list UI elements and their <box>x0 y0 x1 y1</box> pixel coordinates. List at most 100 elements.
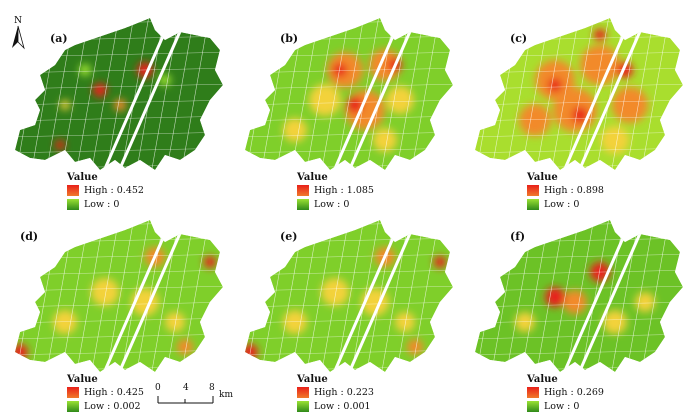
street-line <box>475 115 683 122</box>
legend-low-swatch <box>527 401 539 412</box>
heatmap-f <box>475 220 683 372</box>
legend-low-swatch <box>67 199 79 210</box>
street-line <box>245 18 246 170</box>
scale-tick-0: 0 <box>155 383 161 393</box>
legend-high-label: High : 0.269 <box>544 387 604 398</box>
street-line <box>579 220 611 372</box>
river-gap <box>113 221 187 372</box>
city-footprint <box>15 220 223 372</box>
legend-title: Value <box>297 172 328 183</box>
panel-label-a: (a) <box>50 32 68 45</box>
street-line <box>74 220 106 372</box>
street-line <box>164 18 196 170</box>
hotspot <box>55 140 65 150</box>
map-panel-e: (e) Value High : 0.223 Low : 0.001 <box>235 212 465 417</box>
street-line <box>15 301 223 308</box>
street-line <box>475 19 683 26</box>
hotspot <box>283 118 307 142</box>
street-line <box>624 18 656 170</box>
street-line <box>119 18 151 170</box>
street-line <box>639 18 671 170</box>
street-line <box>164 220 196 372</box>
north-arrow-label: N <box>14 16 22 26</box>
heatmap-c <box>475 18 683 170</box>
street-line <box>245 19 453 26</box>
street-line <box>594 220 626 372</box>
street-line <box>134 220 166 372</box>
hotspot <box>373 128 397 152</box>
street-line <box>409 18 441 170</box>
street-line <box>475 317 683 324</box>
legend-b: Value High : 1.085 Low : 0 <box>297 172 417 212</box>
street-line <box>15 18 16 170</box>
panel-label-f: (f) <box>510 230 526 243</box>
hotspot <box>434 256 446 268</box>
legend-c: Value High : 0.898 Low : 0 <box>527 172 647 212</box>
map-panel-b: (b) Value High : 1.085 Low : 0 <box>235 10 465 215</box>
street-line <box>245 115 453 122</box>
street-line <box>594 18 626 170</box>
hotspot <box>612 87 648 123</box>
panel-label-e: (e) <box>280 230 298 243</box>
street-line <box>475 163 683 170</box>
street-line <box>119 220 151 372</box>
river-gap <box>573 19 647 170</box>
street-line <box>394 220 426 372</box>
street-line <box>15 115 223 122</box>
hotspot <box>91 278 119 306</box>
hotspot <box>519 104 551 136</box>
hotspot <box>114 99 126 111</box>
hotspot <box>548 78 562 92</box>
city-footprint <box>475 18 683 170</box>
street-line <box>15 317 223 324</box>
street-line <box>149 18 181 170</box>
river-gap <box>573 221 647 372</box>
legend-low-swatch <box>67 401 79 412</box>
scale-unit: km <box>219 390 233 400</box>
street-line <box>349 18 381 170</box>
hotspot <box>60 100 70 110</box>
legend-e: Value High : 0.223 Low : 0.001 <box>297 374 417 414</box>
street-line <box>15 221 223 228</box>
hotspot <box>321 278 349 306</box>
map-panel-f: (f) Value High : 0.269 Low : 0 <box>465 212 695 417</box>
street-line <box>15 99 223 106</box>
hotspot <box>601 126 629 154</box>
street-line <box>134 18 166 170</box>
legend-low-swatch <box>297 199 309 210</box>
legend-d: Value High : 0.425 Low : 0.002 <box>67 374 187 414</box>
street-line <box>304 18 336 170</box>
legend-high-label: High : 0.452 <box>84 185 144 196</box>
river-gap <box>113 19 187 170</box>
scale-bar-line <box>157 396 214 404</box>
legend-low-label: Low : 0.001 <box>314 401 371 412</box>
street-line <box>15 220 16 372</box>
scale-bar: 0 4 8 km <box>155 383 245 411</box>
legend-high-label: High : 0.898 <box>544 185 604 196</box>
street-line <box>609 220 641 372</box>
street-line <box>349 220 381 372</box>
street-line <box>319 18 351 170</box>
legend-title: Value <box>67 374 98 385</box>
street-line <box>304 220 336 372</box>
heatmap-d <box>15 220 223 372</box>
hotspot <box>545 287 565 307</box>
panel-label-d: (d) <box>20 230 39 243</box>
city-footprint <box>475 220 683 372</box>
hotspot <box>563 290 587 314</box>
legend-high-swatch <box>297 387 309 398</box>
river-gap <box>558 221 632 372</box>
street-line <box>534 18 566 170</box>
street-line <box>475 99 683 106</box>
hotspot <box>93 83 107 97</box>
legend-title: Value <box>67 172 98 183</box>
legend-high-label: High : 0.425 <box>84 387 144 398</box>
legend-f: Value High : 0.269 Low : 0 <box>527 374 647 414</box>
legend-low-label: Low : 0 <box>544 199 580 210</box>
street-line <box>475 221 683 228</box>
street-line <box>379 220 411 372</box>
legend-a: Value High : 0.452 Low : 0 <box>67 172 187 212</box>
river-gap <box>328 19 402 170</box>
street-line <box>179 220 211 372</box>
legend-low-label: Low : 0 <box>544 401 580 412</box>
